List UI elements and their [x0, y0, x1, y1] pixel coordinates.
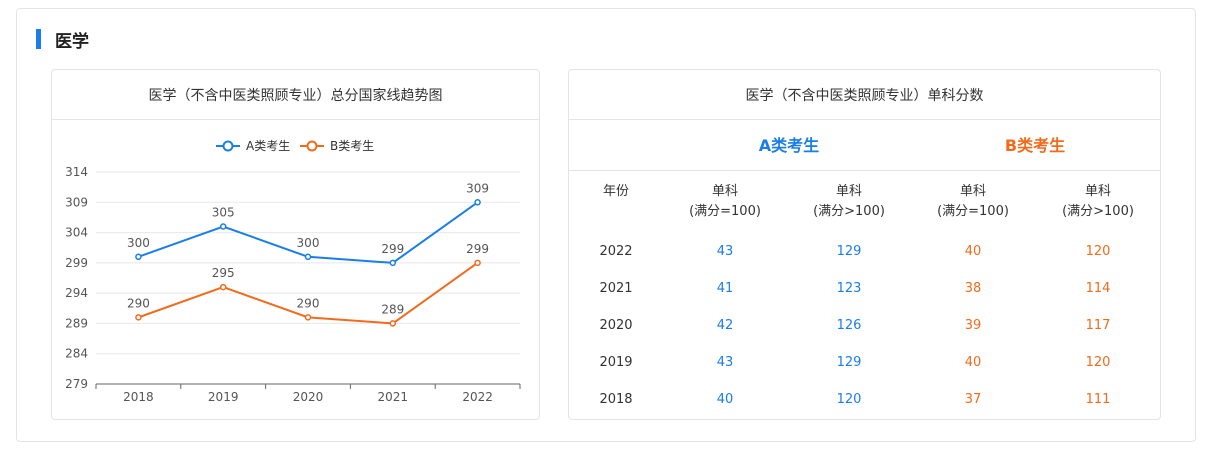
- table-cell-b100: 37: [964, 392, 982, 407]
- table-cell-b100: 40: [964, 355, 982, 370]
- table-cell-b_over: 114: [1085, 281, 1111, 296]
- data-point: [304, 253, 312, 261]
- section-title: 医学: [55, 31, 89, 52]
- data-point: [474, 199, 481, 206]
- data-label: 309: [466, 181, 489, 195]
- table-cell-a_over: 126: [836, 318, 862, 333]
- section-header: 医学: [36, 28, 89, 52]
- legend-label: B类考生: [330, 139, 374, 153]
- y-tick-label: 309: [65, 195, 88, 209]
- data-label: 300: [127, 236, 150, 250]
- data-label: 289: [381, 302, 404, 316]
- column-header: 单科 (满分=100): [670, 182, 780, 222]
- x-tick-label: 2021: [378, 390, 409, 404]
- single-subject-card: 医学（不含中医类照顾专业）单科分数 A类考生 B类考生 年份 单科 (满分=100)…: [568, 69, 1161, 420]
- table-cell-b_over: 111: [1085, 392, 1111, 407]
- table-cell-a100: 41: [716, 281, 734, 296]
- legend-label: A类考生: [246, 139, 290, 153]
- data-point: [219, 223, 227, 230]
- table-cell-b100: 40: [964, 244, 982, 259]
- trend-chart: 279 284 289 294 299 304 309 314 2018 2019 2020 2021…: [65, 139, 521, 404]
- table-card-title: 医学（不含中医类照顾专业）单科分数: [569, 70, 1160, 120]
- table-cell-b_over: 120: [1085, 355, 1111, 370]
- column-header: 单科 (满分>100): [1043, 182, 1153, 222]
- data-label: 300: [297, 236, 320, 250]
- table-cell-a_over: 129: [836, 355, 862, 370]
- y-tick-label: 304: [65, 226, 88, 240]
- column-header-line1: 年份: [602, 184, 629, 199]
- data-label: 290: [127, 296, 150, 310]
- group-header-row: A类考生 B类考生: [569, 120, 1160, 171]
- table-cell-b100: 39: [964, 318, 982, 333]
- column-header-line1: 单科: [711, 184, 738, 199]
- column-header-line2: (满分=100): [937, 204, 1009, 219]
- data-point: [219, 283, 227, 291]
- data-label: 299: [381, 242, 404, 256]
- column-header-line1: 单科: [1084, 184, 1111, 199]
- table-cell-year: 2021: [599, 281, 633, 296]
- legend-marker: [222, 140, 234, 152]
- x-tick-label: 2018: [123, 390, 154, 404]
- table-cell-year: 2018: [599, 392, 633, 407]
- data-point: [389, 320, 397, 327]
- data-label: 299: [466, 242, 489, 256]
- data-point: [304, 314, 312, 321]
- column-header: 单科 (满分=100): [918, 182, 1028, 222]
- column-header: 单科 (满分>100): [794, 182, 904, 222]
- y-tick-label: 289: [65, 316, 88, 330]
- chart-card-title: 医学（不含中医类照顾专业）总分国家线趋势图: [52, 70, 539, 120]
- table-cell-a100: 42: [716, 318, 734, 333]
- x-tick-label: 2019: [208, 390, 239, 404]
- table-cell-b_over: 120: [1085, 244, 1111, 259]
- table-cell-year: 2022: [599, 244, 633, 259]
- table-cell-a100: 40: [716, 392, 734, 407]
- table-cell-a100: 43: [716, 355, 734, 370]
- data-label: 295: [212, 266, 235, 280]
- y-tick-label: 314: [65, 165, 88, 179]
- table-cell-a100: 43: [716, 244, 734, 259]
- column-header-line2: (满分>100): [813, 204, 885, 219]
- group-b-label: B类考生: [1004, 136, 1066, 155]
- table-cell-a_over: 120: [836, 392, 862, 407]
- data-label: 290: [297, 296, 320, 310]
- data-point: [135, 314, 142, 321]
- table-cell-a_over: 123: [836, 281, 862, 296]
- group-a-label: A类考生: [758, 136, 820, 155]
- y-tick-label: 284: [65, 347, 88, 361]
- y-tick-label: 294: [65, 286, 88, 300]
- data-label: 305: [212, 206, 235, 220]
- column-header-line2: (满分>100): [1062, 204, 1134, 219]
- trend-chart-card: 医学（不含中医类照顾专业）总分国家线趋势图 279 284 289 294 299 304…: [51, 69, 540, 420]
- column-header-line2: (满分=100): [689, 204, 761, 219]
- data-point: [474, 259, 481, 267]
- column-header-line1: 单科: [959, 184, 986, 199]
- x-tick-label: 2022: [462, 390, 493, 404]
- x-tick-label: 2020: [293, 390, 324, 404]
- section-accent-bar: [36, 29, 41, 49]
- table-cell-year: 2019: [599, 355, 633, 370]
- column-header-line1: 单科: [835, 184, 862, 199]
- table-cell-a_over: 129: [836, 244, 862, 259]
- table-cell-b_over: 117: [1085, 318, 1111, 333]
- y-tick-label: 299: [65, 256, 88, 270]
- table-cell-b100: 38: [964, 281, 982, 296]
- data-point: [389, 259, 397, 267]
- y-tick-label: 279: [65, 377, 88, 391]
- legend-marker: [306, 140, 318, 152]
- column-header: 年份: [561, 182, 671, 202]
- data-point: [135, 253, 142, 261]
- table-cell-year: 2020: [599, 318, 633, 333]
